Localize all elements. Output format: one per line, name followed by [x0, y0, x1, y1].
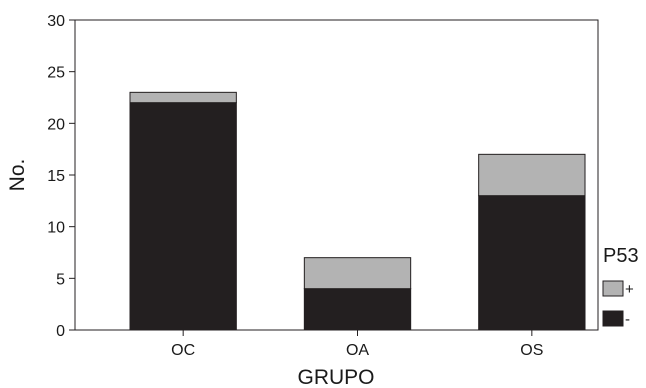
legend-swatch-1: [602, 280, 624, 297]
y-tick-label-3: 15: [47, 168, 65, 185]
x-tick-label-os: OS: [520, 342, 543, 359]
y-tick-label-4: 20: [47, 116, 65, 133]
y-tick-label-5: 25: [47, 65, 65, 82]
y-tick-label-2: 10: [47, 220, 65, 237]
x-axis-title: GRUPO: [297, 366, 374, 388]
bar-oa-series-1: [303, 257, 412, 290]
y-tick-label-0: 0: [56, 323, 65, 340]
legend-label-0: -: [625, 311, 630, 328]
y-axis: 0 5 10 15 20 25 30: [47, 13, 75, 340]
legend-swatch-0: [602, 310, 624, 327]
x-tick-label-oa: OA: [346, 342, 369, 359]
bar-oc-series-1: [129, 91, 237, 104]
legend: P53 + -: [602, 245, 639, 328]
bar-os-series-0: [478, 195, 586, 331]
legend-label-1: +: [625, 281, 634, 298]
y-axis-title: No.: [6, 159, 29, 192]
y-tick-label-1: 5: [56, 271, 65, 288]
bar-oa-series-0: [303, 288, 412, 331]
x-axis: OC OA OS: [171, 330, 543, 359]
bars: [129, 91, 586, 331]
legend-title: P53: [603, 245, 639, 267]
x-tick-label-oc: OC: [171, 342, 195, 359]
y-tick-label-6: 30: [47, 13, 65, 30]
bar-oc-series-0: [129, 102, 237, 331]
bar-os-series-1: [478, 153, 586, 197]
